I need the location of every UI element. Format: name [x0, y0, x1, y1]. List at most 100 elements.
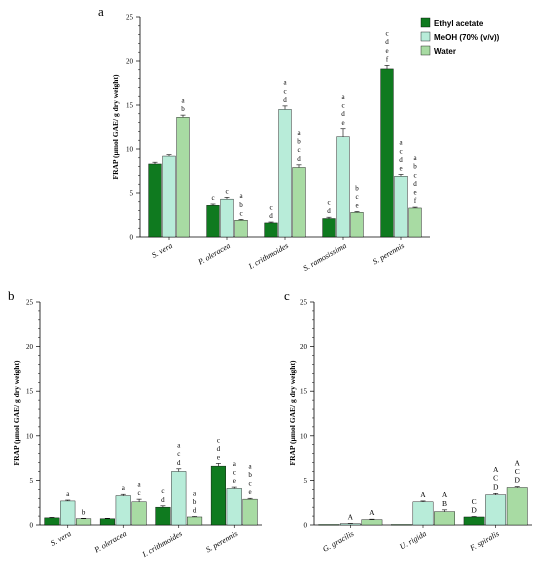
y-tick-label: 25 [26, 299, 34, 307]
bar-meoh-70-v-v-i-crithmoides [171, 471, 187, 526]
significance-label: d [399, 156, 403, 164]
x-tick-label-p-oleracea: P. oleracea [196, 241, 232, 267]
significance-label: D [493, 482, 499, 491]
significance-label: e [413, 188, 416, 196]
panel-label-a: a [98, 4, 104, 19]
significance-label: b [355, 184, 359, 192]
y-tick-label: 25 [300, 299, 308, 307]
bar-ethyl-acetate-p-oleracea [99, 518, 115, 526]
panel-label-b: b [8, 288, 15, 303]
significance-label: a [341, 93, 345, 101]
legend-swatch-meoh-70-v-v [420, 31, 431, 42]
bar-meoh-70-v-v-s-ramosissima [336, 136, 350, 238]
legend-swatch-ethyl-acetate [420, 17, 431, 28]
bar-ethyl-acetate-s-perennis [380, 68, 394, 238]
x-tick-label-u-rigida: U. rigida [398, 529, 428, 551]
y-tick-label: 0 [130, 234, 134, 242]
bar-water-f-spiralis [506, 487, 528, 526]
significance-label: a [297, 129, 301, 137]
bar-ethyl-acetate-s-perennis [210, 465, 226, 526]
significance-label: c [327, 199, 330, 207]
bar-ethyl-acetate-i-crithmoides [155, 506, 171, 526]
significance-label: e [355, 201, 358, 209]
bar-meoh-70-v-v-s-perennis [394, 176, 408, 238]
y-tick-label: 10 [126, 146, 134, 154]
y-tick-label: 25 [126, 14, 134, 22]
significance-label: b [239, 201, 243, 209]
bar-water-p-oleracea [131, 501, 147, 526]
significance-label: c [177, 450, 180, 458]
significance-label: d [177, 459, 181, 467]
significance-label: d [217, 445, 221, 453]
y-tick-label: 0 [30, 522, 34, 530]
significance-label: a [122, 484, 126, 492]
significance-label: c [217, 436, 220, 444]
significance-label: D [515, 476, 521, 485]
significance-label: A [515, 458, 521, 467]
y-axis-label: FRAP (µmol GAE/ g dry weight) [288, 360, 297, 465]
significance-label: d [297, 155, 301, 163]
significance-label: c [341, 102, 344, 110]
legend-label-water: Water [434, 47, 456, 56]
significance-label: b [248, 471, 252, 479]
x-tick-label-i-crithmoides: I. crithmoides [246, 241, 290, 272]
bar-meoh-70-v-v-p-oleracea [115, 495, 131, 526]
bar-water-p-oleracea [234, 220, 248, 238]
significance-label: d [193, 507, 197, 515]
y-tick-label: 15 [26, 388, 34, 396]
significance-label: c [239, 209, 242, 217]
significance-label: d [283, 96, 287, 104]
significance-label: a [399, 139, 403, 147]
significance-label: c [233, 468, 236, 476]
bar-water-s-ramosissima [350, 212, 364, 238]
panel-label-c: c [284, 288, 290, 303]
significance-label: f [414, 197, 417, 205]
legend: Ethyl acetate MeOH (70% (v/v)) Water [420, 17, 500, 56]
significance-label: e [385, 47, 388, 55]
significance-label: e [217, 453, 220, 461]
significance-label: c [297, 146, 300, 154]
significance-label: b [82, 508, 86, 516]
y-tick-label: 15 [300, 388, 308, 396]
x-tick-label-i-crithmoides: I. crithmoides [140, 529, 184, 560]
significance-label: d [161, 496, 165, 504]
significance-label: b [193, 498, 197, 506]
x-tick-label-f-spiralis: F. spiralis [468, 529, 501, 553]
significance-label: a [233, 460, 237, 468]
x-tick-label-s-perennis: S. perennis [371, 241, 406, 266]
significance-label: c [138, 489, 141, 497]
chart-panel-a: a 0 5 10 15 20 25 FRAP (µmol GAE/ g dry weight)… [98, 4, 430, 273]
significance-label: c [249, 480, 252, 488]
x-tick-label-p-oleracea: P. oleracea [92, 529, 128, 555]
y-tick-label: 20 [300, 343, 308, 351]
legend-label-meoh-70-v-v: MeOH (70% (v/v)) [434, 33, 500, 42]
significance-label: a [66, 490, 70, 498]
significance-label: d [327, 207, 331, 215]
bar-water-s-perennis [242, 498, 258, 526]
bar-meoh-70-v-v-g-gracilis [339, 523, 361, 526]
significance-label: a [413, 154, 417, 162]
significance-label: A [442, 490, 448, 499]
significance-label: d [385, 38, 389, 46]
significance-label: e [249, 488, 252, 496]
bar-ethyl-acetate-i-crithmoides [264, 222, 278, 238]
significance-label: A [369, 508, 375, 517]
significance-label: e [233, 477, 236, 485]
bar-water-s-perennis [408, 207, 422, 238]
bar-ethyl-acetate-s-vera [44, 517, 60, 526]
y-tick-label: 5 [130, 190, 134, 198]
significance-label: e [399, 165, 402, 173]
significance-label: c [161, 487, 164, 495]
bar-ethyl-acetate-s-vera [148, 163, 162, 238]
bar-meoh-70-v-v-s-vera [60, 500, 76, 526]
significance-label: c [269, 203, 272, 211]
bar-meoh-70-v-v-u-rigida [412, 501, 434, 526]
significance-label: d [269, 212, 273, 220]
bar-ethyl-acetate-u-rigida [391, 524, 412, 526]
bar-meoh-70-v-v-s-vera [162, 155, 176, 238]
significance-label: b [413, 163, 417, 171]
bar-ethyl-acetate-s-ramosissima [322, 218, 336, 238]
significance-label: c [283, 87, 286, 95]
y-tick-label: 10 [26, 432, 34, 440]
